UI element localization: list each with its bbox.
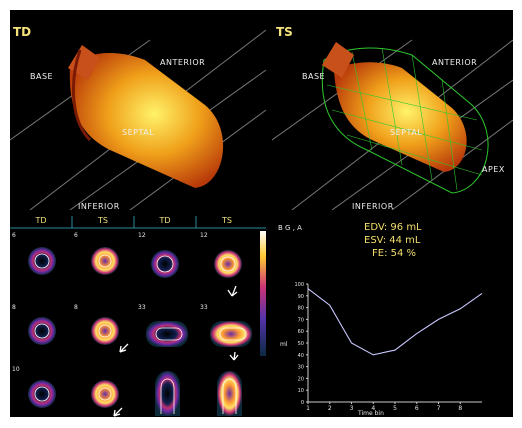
y-tick-label: 40 bbox=[298, 353, 304, 359]
slice-grid-drawing bbox=[10, 216, 266, 417]
y-tick-label: 50 bbox=[298, 341, 304, 347]
slice-number: 33 bbox=[138, 304, 146, 311]
y-tick-label: 30 bbox=[298, 365, 304, 371]
volume-series-line bbox=[307, 288, 483, 356]
td-inferior-label: INFERIOR bbox=[78, 202, 120, 210]
ts-inferior-label: INFERIOR bbox=[352, 202, 394, 210]
ts-anterior-label: ANTERIOR bbox=[432, 58, 478, 67]
x-tick-label: 7 bbox=[437, 405, 441, 412]
slice-grid[interactable]: TD TS TD TS 6 6 12 12 8 8 33 33 10 bbox=[10, 216, 266, 417]
slice-number: 12 bbox=[138, 232, 146, 239]
y-tick-label: 70 bbox=[298, 317, 304, 323]
esv-value: ESV: 44 mL bbox=[364, 235, 421, 246]
x-tick-label: 5 bbox=[393, 405, 397, 412]
slice-number: 8 bbox=[74, 304, 78, 311]
slice-number: 6 bbox=[74, 232, 78, 239]
slice-header-ts-2: TS bbox=[222, 216, 232, 225]
volume-curve-panel[interactable]: B G , A EDV: 96 mL ESV: 44 mL FE: 54 % 1… bbox=[272, 216, 513, 417]
x-tick-label: 2 bbox=[328, 405, 332, 412]
slice-number: 10 bbox=[12, 366, 20, 373]
ts-apex-label: APEX bbox=[482, 165, 505, 174]
td-anterior-label: ANTERIOR bbox=[160, 58, 206, 67]
fe-value: FE: 54 % bbox=[372, 248, 417, 259]
y-tick-label: 80 bbox=[298, 306, 304, 312]
slice-number: 8 bbox=[12, 304, 16, 311]
edv-value: EDV: 96 mL bbox=[364, 222, 422, 233]
y-unit-label: ml bbox=[280, 341, 288, 348]
ts-base-label: BASE bbox=[302, 72, 326, 81]
td-septal-label: SEPTAL bbox=[122, 128, 155, 137]
y-tick-label: 10 bbox=[298, 388, 304, 394]
ts-3d-view[interactable]: TS BASE ANTERIOR SEPTAL APEX INFERIOR bbox=[272, 10, 513, 210]
ts-3d-model bbox=[272, 39, 513, 210]
patient-id: B G , A bbox=[278, 224, 302, 232]
ts-title: TS bbox=[276, 25, 293, 39]
td-3d-view[interactable]: TD BASE ANTERIOR SEPTAL INFERIOR bbox=[10, 10, 266, 210]
slice-header-td-1: TD bbox=[35, 216, 47, 225]
x-tick-label: 4 bbox=[371, 405, 375, 412]
y-tick-label: 20 bbox=[298, 376, 304, 382]
td-base-label: BASE bbox=[30, 72, 54, 81]
ts-septal-label: SEPTAL bbox=[390, 128, 423, 137]
slice-number: 12 bbox=[200, 232, 208, 239]
x-tick-label: 1 bbox=[306, 405, 310, 412]
y-tick-label: 100 bbox=[294, 282, 304, 288]
y-tick-label: 60 bbox=[298, 329, 304, 335]
x-tick-label: 8 bbox=[458, 405, 462, 412]
x-axis-label: Time bin bbox=[358, 410, 384, 417]
slice-number: 33 bbox=[200, 304, 208, 311]
viewer-frame: TD BASE ANTERIOR SEPTAL INFERIOR bbox=[10, 10, 513, 417]
slice-header-td-2: TD bbox=[159, 216, 171, 225]
y-tick-label: 90 bbox=[298, 294, 304, 300]
y-tick-label: 0 bbox=[301, 400, 304, 406]
slice-number: 6 bbox=[12, 232, 16, 239]
td-title: TD bbox=[13, 25, 32, 39]
x-tick-label: 3 bbox=[350, 405, 354, 412]
td-3d-model bbox=[10, 29, 266, 210]
slice-header-ts-1: TS bbox=[98, 216, 108, 225]
x-tick-label: 6 bbox=[415, 405, 419, 412]
